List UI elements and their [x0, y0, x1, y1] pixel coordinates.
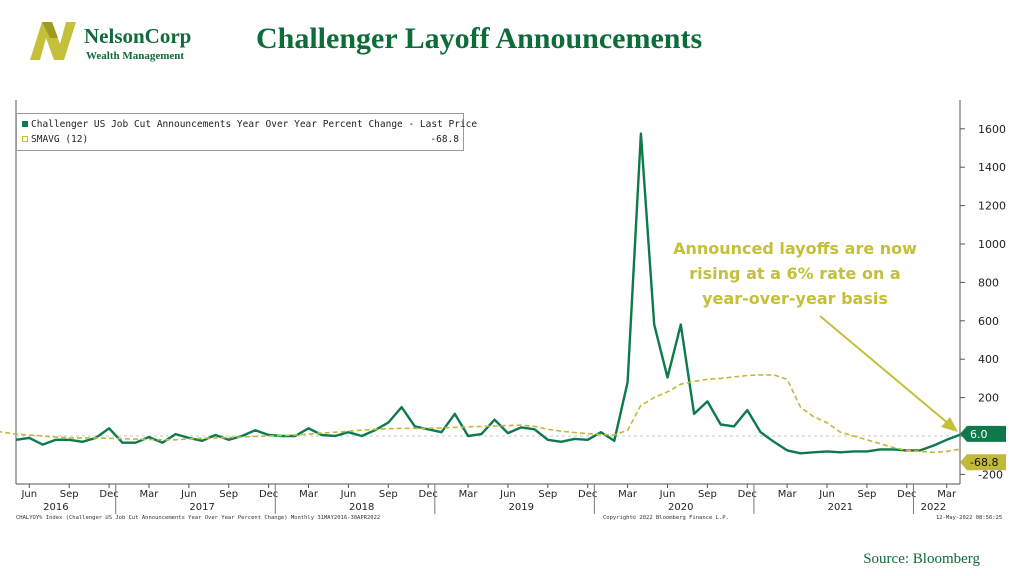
x-tick-label: Jun [499, 489, 516, 500]
legend-entry-sma: SMAVG (12) [31, 134, 89, 145]
last-value-label-sma: -68.8 [970, 456, 998, 469]
series-line-sma [0, 374, 961, 454]
annotation-line-1: Announced layoffs are now [673, 239, 917, 258]
y-tick-label: 1200 [978, 200, 1006, 213]
nelsoncorp-logo: NelsonCorp Wealth Management [28, 18, 208, 68]
x-tick-label: Mar [778, 489, 798, 500]
footer-copyright: Copyright© 2022 Bloomberg Finance L.P. [603, 515, 729, 521]
page-title: Challenger Layoff Announcements [256, 22, 703, 55]
footer-timestamp: 12-May-2022 08:56:25 [936, 515, 1003, 521]
x-tick-label: Sep [698, 489, 717, 500]
x-tick-label: Mar [937, 489, 957, 500]
x-tick-label: Dec [99, 489, 118, 500]
x-tick-label: Jun [20, 489, 37, 500]
x-year-label: 2019 [509, 502, 534, 513]
footer-index-note: CHALYOY% Index (Challenger US Job Cut An… [16, 515, 381, 521]
x-tick-label: Dec [738, 489, 757, 500]
x-tick-label: Dec [578, 489, 597, 500]
x-tick-label: Sep [857, 489, 876, 500]
x-tick-label: Jun [340, 489, 357, 500]
legend-entry-sma-value: -68.8 [430, 134, 459, 145]
logo-n-mark-icon [30, 22, 76, 60]
x-year-label: 2022 [921, 502, 946, 513]
x-year-label: 2020 [668, 502, 693, 513]
annotation-arrowhead [941, 417, 958, 432]
last-value-label-main: 6.0 [970, 428, 988, 441]
annotation-line-3: year-over-year basis [702, 289, 888, 308]
y-tick-label: -200 [978, 468, 1003, 481]
x-tick-label: Mar [140, 489, 160, 500]
x-tick-label: Dec [259, 489, 278, 500]
x-year-label: 2017 [189, 502, 214, 513]
x-tick-label: Sep [60, 489, 79, 500]
x-tick-label: Sep [538, 489, 557, 500]
x-tick-label: Jun [180, 489, 197, 500]
chart-annotation: Announced layoffs are now rising at a 6%… [664, 236, 926, 311]
y-tick-label: 1000 [978, 238, 1006, 251]
x-year-label: 2021 [828, 502, 853, 513]
x-tick-label: Sep [219, 489, 238, 500]
x-tick-label: Mar [299, 489, 319, 500]
source-note: Source: Bloomberg [863, 551, 980, 567]
legend-swatch-main [22, 121, 28, 127]
x-year-label: 2018 [349, 502, 374, 513]
chart-legend: Challenger US Job Cut Announcements Year… [16, 113, 477, 151]
y-tick-label: 1600 [978, 123, 1006, 136]
annotation-arrow [819, 315, 951, 426]
legend-swatch-sma [22, 136, 28, 142]
y-tick-label: 200 [978, 392, 999, 405]
x-tick-label: Jun [659, 489, 676, 500]
x-tick-label: Dec [897, 489, 916, 500]
y-tick-label: 800 [978, 276, 999, 289]
y-tick-label: 1400 [978, 161, 1006, 174]
x-tick-label: Mar [459, 489, 479, 500]
x-tick-label: Sep [379, 489, 398, 500]
last-value-tag-main [960, 425, 1006, 442]
annotation-line-2: rising at a 6% rate on a [689, 264, 901, 283]
x-tick-label: Dec [418, 489, 437, 500]
last-value-tag-sma [960, 454, 1006, 471]
x-tick-label: Jun [818, 489, 835, 500]
legend-entry-main: Challenger US Job Cut Announcements Year… [31, 119, 478, 130]
logo-subtitle: Wealth Management [86, 50, 185, 62]
y-tick-label: 400 [978, 353, 999, 366]
x-tick-label: Mar [618, 489, 638, 500]
y-tick-label: 600 [978, 315, 999, 328]
x-year-label: 2016 [43, 502, 68, 513]
logo-name: NelsonCorp [84, 24, 192, 48]
